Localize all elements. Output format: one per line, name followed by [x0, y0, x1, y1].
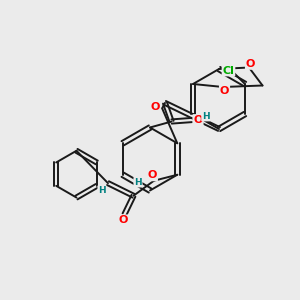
Text: O: O — [220, 85, 229, 96]
Text: H: H — [202, 112, 210, 121]
Text: O: O — [151, 102, 160, 112]
Text: O: O — [246, 59, 255, 69]
Text: O: O — [148, 170, 157, 180]
Text: O: O — [118, 215, 128, 225]
Text: Cl: Cl — [223, 65, 234, 76]
Text: H: H — [134, 178, 142, 187]
Text: O: O — [193, 115, 203, 125]
Text: H: H — [98, 186, 106, 195]
